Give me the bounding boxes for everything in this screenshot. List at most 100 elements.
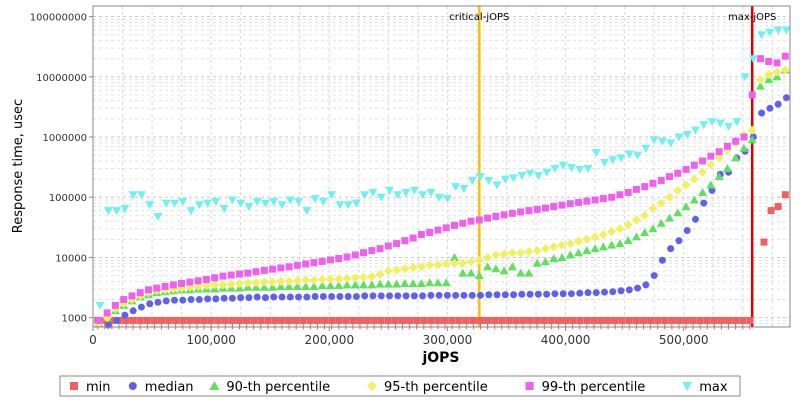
data-point [318,197,328,206]
data-point [507,248,517,258]
data-point [748,55,758,64]
data-point [433,260,443,270]
legend-label: min [86,380,111,395]
data-point [335,201,345,210]
data-point [169,281,177,289]
data-point [359,272,369,282]
y-tick-label: 1000 [62,314,87,325]
data-point [550,165,560,174]
data-point [350,280,360,289]
data-point [755,75,765,85]
data-point [409,186,419,195]
plot-border [92,5,791,328]
data-point [665,213,675,222]
data-point [484,176,494,185]
data-point [251,278,261,288]
data-point [441,259,451,269]
data-point [336,292,344,300]
legend-item: min [70,380,111,395]
data-point [682,131,692,140]
data-point [575,198,583,206]
data-point [352,292,360,300]
data-point [592,289,600,297]
data-point [631,215,641,225]
data-point [766,104,774,112]
data-point [426,188,436,197]
data-point [640,210,650,220]
data-point [194,277,202,285]
series-points [94,26,791,330]
data-point [278,293,286,301]
data-point [268,277,278,287]
data-point [558,201,566,209]
data-point [252,197,262,206]
legend-swatch [209,381,220,390]
data-point [755,81,765,90]
legend-swatch [525,382,534,390]
data-point [690,126,700,135]
data-point [608,156,618,165]
data-point [467,176,477,185]
data-point [772,67,782,77]
data-point [599,195,607,203]
data-point [681,180,691,190]
data-point [244,269,252,277]
data-point [591,149,601,158]
data-point [550,203,558,211]
data-point [309,281,319,290]
data-point [483,262,493,271]
data-point [360,249,368,257]
data-point [642,281,650,289]
data-point [311,292,319,300]
legend-label: max [699,380,728,395]
data-point [780,65,790,75]
data-point [178,197,188,206]
x-tick-label: 300,000 [423,333,473,347]
data-point [318,257,326,265]
data-point [559,290,567,298]
data-point [153,212,163,221]
data-point [633,151,643,160]
data-point [276,281,286,290]
data-point [615,224,625,234]
data-point [103,309,111,317]
y-tick-label: 100000 [49,193,87,204]
legend-item: 90-th percentile [209,380,330,395]
data-point [442,224,450,232]
data-point [443,291,451,299]
data-point [691,215,699,223]
data-point [449,258,459,268]
data-point [227,196,237,205]
data-point [781,191,789,199]
data-point [565,250,575,259]
data-point [574,248,584,257]
data-point [474,255,484,265]
data-point [244,203,254,212]
data-point [427,291,435,299]
data-point [235,270,243,278]
y-axis-ticks: 1000 10000 100000 1000000 10000000 100000000 [30,13,93,325]
data-point [781,52,789,60]
data-point [500,211,508,219]
data-point [178,279,186,287]
legend-label: median [145,380,194,395]
data-point [361,292,369,300]
y-tick-label: 100000000 [30,13,87,24]
data-point [277,201,287,210]
data-point [277,264,285,272]
data-point [574,236,584,246]
data-point [698,167,708,177]
data-point [310,195,320,204]
data-point [756,55,764,63]
data-point [253,293,261,301]
data-point [259,282,269,291]
data-point [516,248,526,258]
legend-item: median [128,380,194,395]
data-point [517,171,527,180]
data-point [170,199,180,208]
data-point [416,278,426,287]
x-tick-label: 400,000 [541,333,591,347]
data-point [360,191,370,200]
data-point [526,290,534,298]
